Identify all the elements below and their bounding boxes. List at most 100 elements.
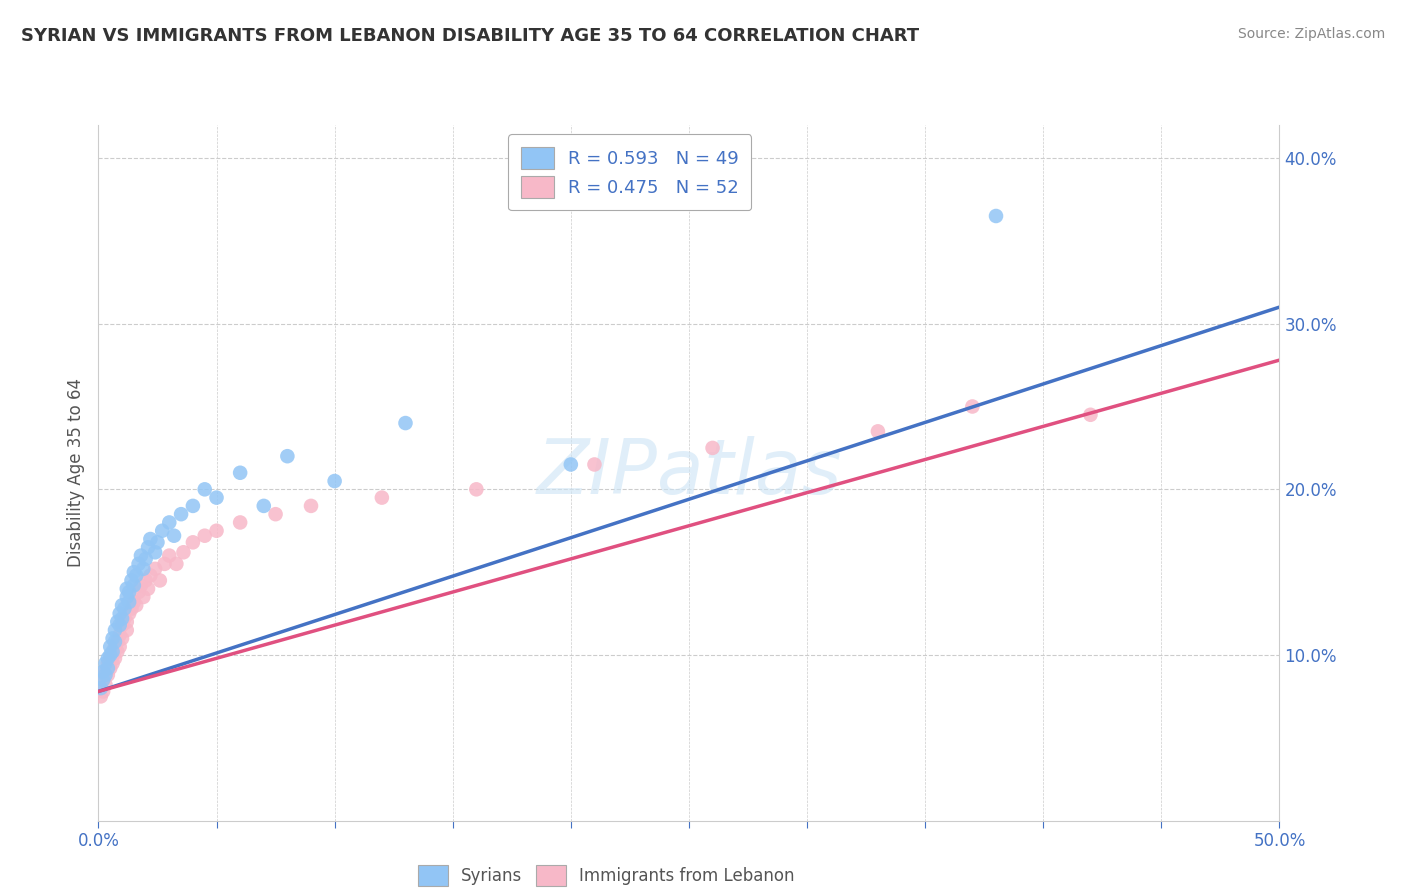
Point — [111, 611, 134, 625]
Point — [132, 562, 155, 576]
Point — [146, 535, 169, 549]
Point — [101, 648, 124, 662]
Point — [253, 499, 276, 513]
Point — [98, 661, 121, 675]
Text: ZIPatlas: ZIPatlas — [536, 436, 842, 509]
Point — [104, 640, 127, 654]
Point — [111, 632, 134, 646]
Point — [1080, 408, 1102, 422]
Point — [94, 657, 117, 671]
Point — [962, 400, 984, 414]
Point — [205, 524, 228, 538]
Point — [122, 565, 145, 579]
Point — [90, 681, 112, 695]
Text: SYRIAN VS IMMIGRANTS FROM LEBANON DISABILITY AGE 35 TO 64 CORRELATION CHART: SYRIAN VS IMMIGRANTS FROM LEBANON DISABI… — [21, 27, 920, 45]
Point — [583, 458, 606, 472]
Point — [104, 651, 127, 665]
Point — [122, 595, 145, 609]
Point — [101, 657, 124, 671]
Point — [149, 574, 172, 588]
Point — [91, 673, 114, 687]
Point — [105, 615, 128, 629]
Point — [702, 441, 724, 455]
Point — [128, 585, 150, 599]
Point — [122, 578, 145, 592]
Point — [104, 623, 127, 637]
Point — [98, 648, 121, 662]
Point — [125, 599, 148, 613]
Point — [129, 549, 152, 563]
Point — [101, 645, 124, 659]
Point — [181, 499, 204, 513]
Point — [276, 449, 298, 463]
Point — [91, 684, 114, 698]
Point — [121, 574, 143, 588]
Point — [229, 516, 252, 530]
Point — [98, 640, 121, 654]
Point — [105, 645, 128, 659]
Point — [91, 673, 114, 687]
Point — [323, 474, 346, 488]
Point — [157, 516, 180, 530]
Point — [115, 615, 138, 629]
Legend: Syrians, Immigrants from Lebanon: Syrians, Immigrants from Lebanon — [408, 855, 804, 892]
Point — [97, 657, 120, 671]
Point — [299, 499, 322, 513]
Point — [371, 491, 394, 505]
Point — [112, 611, 135, 625]
Point — [139, 532, 162, 546]
Point — [172, 545, 194, 559]
Point — [143, 562, 166, 576]
Point — [139, 568, 162, 582]
Point — [150, 524, 173, 538]
Point — [91, 665, 114, 679]
Point — [229, 466, 252, 480]
Point — [135, 574, 157, 588]
Point — [125, 568, 148, 582]
Point — [560, 458, 582, 472]
Y-axis label: Disability Age 35 to 64: Disability Age 35 to 64 — [66, 378, 84, 567]
Point — [170, 507, 193, 521]
Text: Source: ZipAtlas.com: Source: ZipAtlas.com — [1237, 27, 1385, 41]
Point — [465, 483, 488, 497]
Point — [97, 651, 120, 665]
Point — [98, 651, 121, 665]
Point — [132, 590, 155, 604]
Point — [136, 582, 159, 596]
Point — [115, 590, 138, 604]
Point — [115, 582, 138, 596]
Point — [264, 507, 287, 521]
Point — [111, 618, 134, 632]
Point — [118, 607, 141, 621]
Point — [984, 209, 1007, 223]
Point — [97, 668, 120, 682]
Point — [205, 491, 228, 505]
Point — [194, 483, 217, 497]
Point — [97, 661, 120, 675]
Point — [104, 634, 127, 648]
Point — [115, 623, 138, 637]
Point — [108, 640, 131, 654]
Point — [94, 668, 117, 682]
Point — [108, 628, 131, 642]
Point — [101, 632, 124, 646]
Point — [121, 601, 143, 615]
Point — [105, 634, 128, 648]
Point — [194, 529, 217, 543]
Point — [157, 549, 180, 563]
Point — [163, 529, 186, 543]
Point — [129, 578, 152, 592]
Point — [181, 535, 204, 549]
Point — [118, 585, 141, 599]
Point — [866, 425, 889, 439]
Point — [90, 690, 112, 704]
Point — [112, 601, 135, 615]
Point — [108, 607, 131, 621]
Point — [136, 541, 159, 555]
Point — [153, 557, 176, 571]
Point — [90, 681, 112, 695]
Point — [111, 599, 134, 613]
Point — [165, 557, 187, 571]
Point — [118, 595, 141, 609]
Point — [143, 545, 166, 559]
